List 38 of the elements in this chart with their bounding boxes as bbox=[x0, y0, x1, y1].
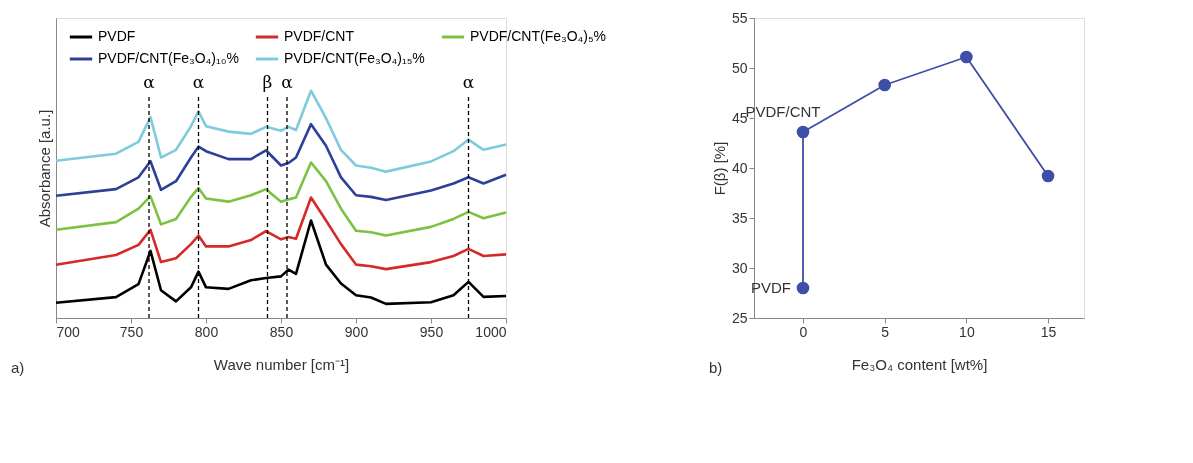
x-tick-label: 10 bbox=[959, 323, 975, 340]
x-tick-label: 700 bbox=[56, 323, 81, 340]
ref-line-label: α bbox=[462, 71, 475, 92]
point bbox=[796, 281, 810, 295]
text: b) bbox=[709, 359, 723, 376]
x-tick-label: 0 bbox=[799, 323, 808, 340]
x-tick-label: 1000 bbox=[475, 323, 507, 340]
y-axis-title: Absorbance [a.u.] bbox=[35, 109, 53, 228]
y-axis-title: F(β) [%] bbox=[710, 141, 728, 196]
x-axis-title: Fe₃O₄ content [wt%] bbox=[851, 355, 988, 373]
legend-label: PVDF/CNT(Fe₃O₄)₁₅% bbox=[284, 50, 425, 66]
legend-label: PVDF/CNT(Fe₃O₄)₁₀% bbox=[98, 50, 239, 66]
legend-label: PVDF/CNT(Fe₃O₄)₅% bbox=[470, 28, 607, 44]
ref-line-label: β bbox=[262, 71, 273, 92]
y-tick-label: 55 bbox=[731, 9, 748, 26]
y-tick-label: 30 bbox=[731, 259, 748, 276]
x-tick-label: 5 bbox=[881, 323, 890, 340]
ref-line-label: α bbox=[143, 71, 156, 92]
x-tick-label: 800 bbox=[194, 323, 219, 340]
point bbox=[960, 50, 973, 64]
point bbox=[878, 78, 892, 92]
ref-line-label: α bbox=[281, 71, 294, 92]
x-tick-label: 900 bbox=[344, 323, 369, 340]
legend-label: PVDF bbox=[98, 28, 136, 44]
x-tick-label: 850 bbox=[269, 323, 294, 340]
y-tick-label: 40 bbox=[731, 159, 748, 176]
y-tick-label: 50 bbox=[731, 59, 748, 76]
y-tick-label: 35 bbox=[731, 209, 748, 226]
x-tick-label: 950 bbox=[419, 323, 444, 340]
y-tick-label: 25 bbox=[731, 309, 748, 326]
point bbox=[1041, 169, 1055, 183]
text: a) bbox=[11, 359, 25, 376]
x-tick-label: 15 bbox=[1040, 323, 1057, 340]
ref-line-label: α bbox=[192, 71, 205, 92]
x-axis-title: Wave number [cm⁻¹] bbox=[213, 355, 350, 373]
legend-label: PVDF/CNT bbox=[284, 28, 355, 44]
x-tick-label: 750 bbox=[119, 323, 144, 340]
point bbox=[796, 125, 810, 139]
